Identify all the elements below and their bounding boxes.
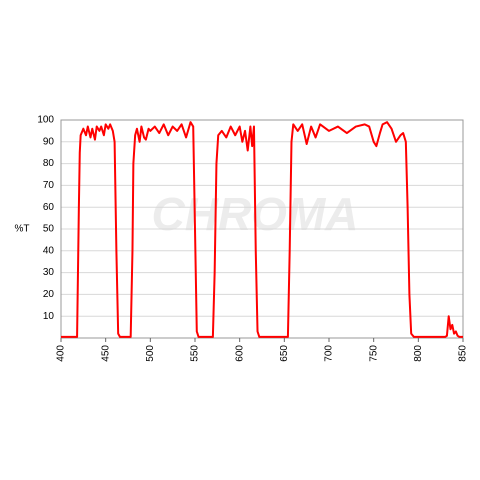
x-tick-label: 800 <box>413 345 424 362</box>
y-tick-label: 80 <box>43 158 55 169</box>
x-tick-label: 400 <box>56 345 67 362</box>
y-tick-label: 70 <box>43 180 55 191</box>
x-tick-label: 650 <box>279 345 290 362</box>
x-tick-label: 550 <box>190 345 201 362</box>
y-tick-label: 10 <box>43 311 55 322</box>
x-tick-label: 750 <box>368 345 379 362</box>
x-tick-label: 600 <box>234 345 245 362</box>
x-tick-label: 700 <box>324 345 335 362</box>
x-tick-label: 500 <box>145 345 156 362</box>
y-axis-label: %T <box>15 224 30 235</box>
x-tick-label: 850 <box>458 345 469 362</box>
y-tick-label: 60 <box>43 202 55 213</box>
y-tick-label: 20 <box>43 289 55 300</box>
y-tick-label: 30 <box>43 267 55 278</box>
y-tick-label: 50 <box>43 224 55 235</box>
x-tick-label: 450 <box>100 345 111 362</box>
y-tick-label: 40 <box>43 245 55 256</box>
plot-frame <box>60 119 464 339</box>
spectrum-line <box>61 121 463 338</box>
y-tick-label: 90 <box>43 136 55 147</box>
y-tick-label: 100 <box>37 115 54 126</box>
